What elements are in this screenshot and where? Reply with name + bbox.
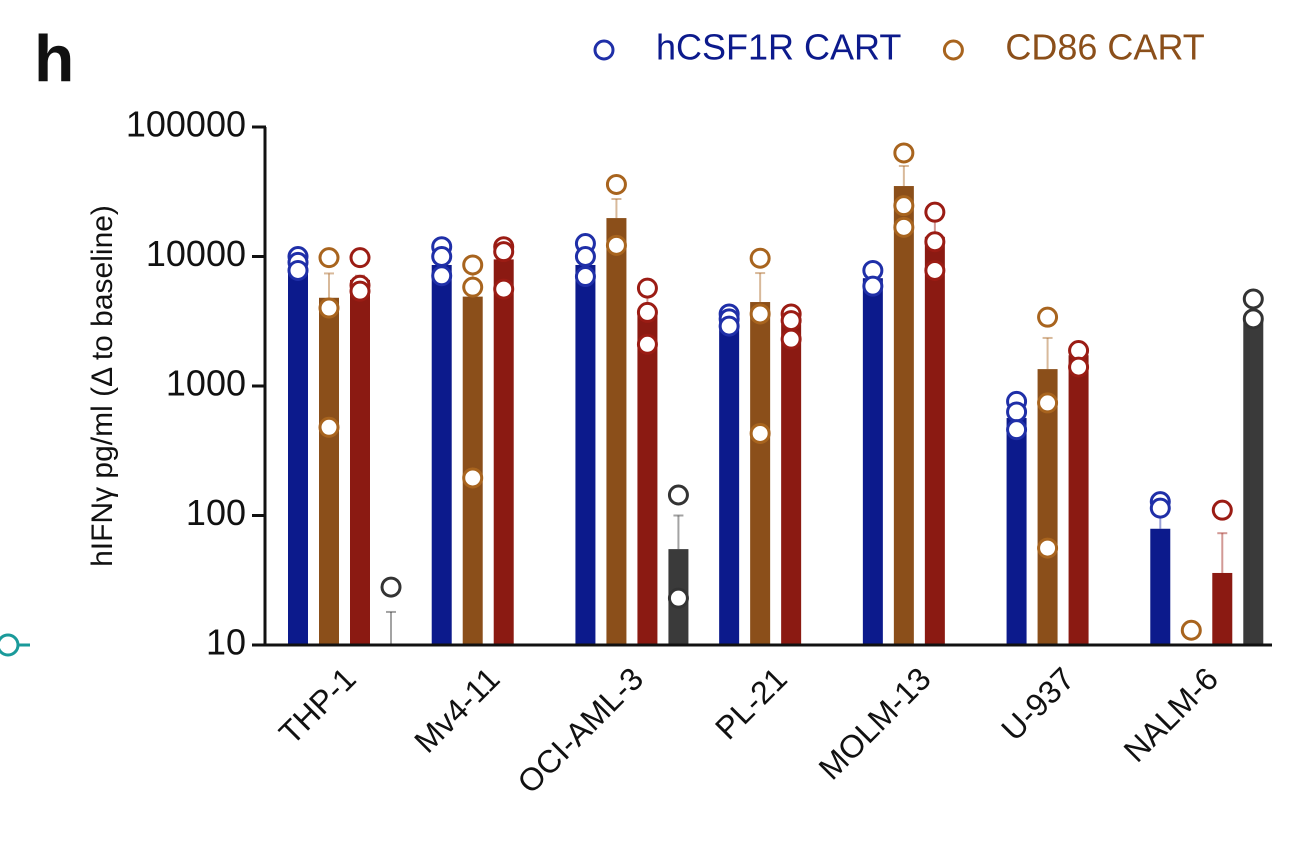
bar <box>606 218 627 646</box>
data-point <box>318 247 340 269</box>
data-point <box>1068 356 1090 378</box>
data-point <box>380 576 402 598</box>
bar <box>319 297 339 645</box>
y-tick-label: 10 <box>206 622 246 663</box>
cropped-marker <box>0 633 20 657</box>
data-point <box>749 303 771 325</box>
bar <box>781 324 802 645</box>
bar <box>575 264 596 645</box>
bar <box>750 302 771 645</box>
data-point <box>431 265 453 287</box>
x-tick-label: PL-21 <box>708 660 794 746</box>
data-point <box>349 247 371 269</box>
y-tick-label: 100000 <box>126 104 246 145</box>
x-tick-label: OCI-AML-3 <box>510 660 650 800</box>
bar <box>1243 318 1264 645</box>
data-point <box>667 484 689 506</box>
bar <box>862 278 883 645</box>
data-point <box>287 259 309 281</box>
data-point <box>636 333 658 355</box>
bar <box>493 259 514 645</box>
data-point <box>1006 419 1028 441</box>
y-tick-label: 10000 <box>146 233 246 274</box>
data-point <box>718 315 740 337</box>
data-point <box>893 216 915 238</box>
data-point <box>924 231 946 253</box>
bar <box>431 264 452 645</box>
data-point <box>636 277 658 299</box>
data-point <box>574 266 596 288</box>
x-tick-label: NALM-6 <box>1117 660 1225 768</box>
x-tick-label: U-937 <box>994 660 1081 747</box>
data-point <box>667 587 689 609</box>
data-point <box>349 280 371 302</box>
y-axis-title: hIFNγ pg/ml (Δ to baseline) <box>86 205 119 567</box>
data-point <box>318 416 340 438</box>
data-point <box>1211 499 1233 521</box>
data-point <box>1037 392 1059 414</box>
y-tick-label: 1000 <box>166 363 246 404</box>
data-point <box>605 173 627 195</box>
bar <box>1006 418 1027 645</box>
data-point <box>493 278 515 300</box>
data-point <box>924 201 946 223</box>
y-tick-label: 100 <box>186 492 246 533</box>
data-point <box>1037 306 1059 328</box>
data-point <box>749 247 771 269</box>
data-point <box>780 310 802 332</box>
bar <box>1150 528 1171 645</box>
data-point <box>924 259 946 281</box>
x-tick-label: Mv4-11 <box>407 660 506 759</box>
data-point <box>574 246 596 267</box>
bar <box>637 310 658 645</box>
data-point <box>1180 619 1202 641</box>
data-point <box>1242 308 1264 330</box>
data-point <box>462 467 484 489</box>
legend-label: hCSF1R CART <box>656 27 901 68</box>
bar <box>1037 369 1058 645</box>
data-point <box>893 142 915 164</box>
data-point <box>1149 497 1171 519</box>
panel-label: h <box>34 21 74 95</box>
bar <box>288 268 308 645</box>
data-point <box>605 234 627 256</box>
data-point <box>462 276 484 298</box>
data-point <box>493 241 515 263</box>
data-point <box>431 246 453 267</box>
data-point <box>1006 401 1028 423</box>
bar <box>924 236 945 645</box>
legend-marker <box>593 39 615 61</box>
legend-label: CD86 CART <box>1005 27 1204 68</box>
data-point <box>1037 537 1059 559</box>
data-point <box>462 254 484 276</box>
data-point <box>636 301 658 323</box>
x-tick-label: THP-1 <box>272 660 363 751</box>
data-point <box>1242 288 1264 310</box>
data-point <box>318 297 340 319</box>
data-point <box>893 195 915 217</box>
legend-marker <box>942 39 964 61</box>
bar <box>719 318 740 645</box>
data-point <box>862 275 884 297</box>
bar <box>893 186 914 645</box>
data-point <box>780 328 802 350</box>
bar <box>1068 355 1089 645</box>
bar <box>350 279 370 645</box>
data-point <box>749 422 771 444</box>
x-tick-label: MOLM-13 <box>812 660 938 786</box>
bar <box>1212 572 1233 645</box>
